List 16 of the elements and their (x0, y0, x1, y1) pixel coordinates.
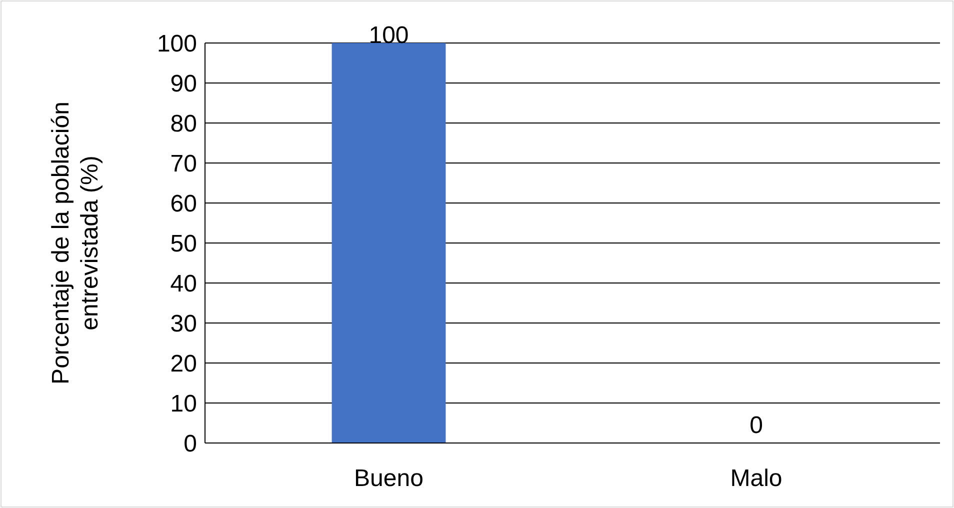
y-tick-label: 90 (170, 70, 197, 98)
y-tick-label: 50 (170, 230, 197, 258)
y-tick-label: 20 (170, 350, 197, 378)
y-tick-label: 100 (156, 30, 197, 58)
data-label: 0 (750, 412, 763, 439)
x-tick-label: Bueno (354, 465, 424, 492)
y-tick-label: 10 (170, 390, 197, 418)
y-tick-label: 30 (170, 310, 197, 338)
y-tick-label: 80 (170, 110, 197, 138)
y-tick-label: 40 (170, 270, 197, 298)
y-tick-label: 0 (184, 430, 197, 458)
y-tick-label: 70 (170, 150, 197, 178)
y-tick-label: 60 (170, 190, 197, 218)
x-tick-label: Malo (730, 465, 782, 492)
data-label: 100 (368, 22, 409, 49)
y-axis-title: Porcentaje de la población entrevistada (%) (48, 102, 104, 384)
